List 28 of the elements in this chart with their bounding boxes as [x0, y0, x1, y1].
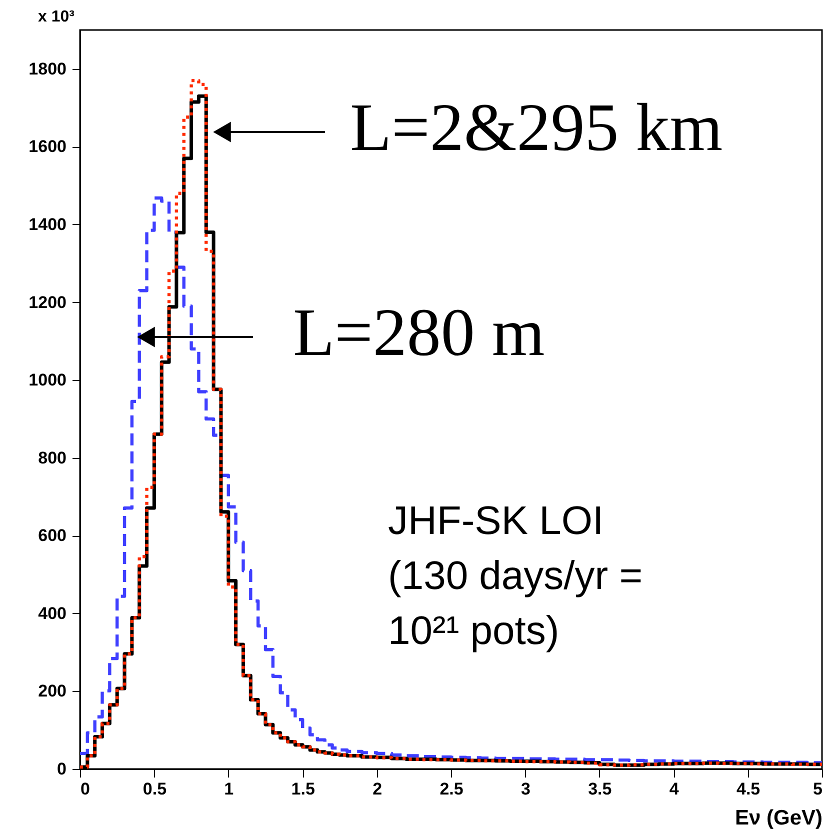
- x-tick-label: 2.5: [440, 780, 464, 798]
- x-tick-label: 5: [813, 780, 822, 798]
- x-axis-title: Eν (GeV): [734, 806, 822, 830]
- y-tick-label: 400: [38, 604, 66, 623]
- y-tick-label: 1000: [28, 370, 66, 390]
- y-tick-label: 800: [38, 448, 66, 468]
- x-tick-label: 0.5: [142, 780, 167, 798]
- y-tick-label: 0: [57, 760, 66, 778]
- x-tick-label: 1.5: [291, 780, 315, 798]
- x-tick-label: 3: [520, 780, 530, 798]
- y-tick-label: 200: [38, 682, 66, 701]
- x-tick-label: 4: [669, 780, 680, 798]
- x-tick-label: 2: [372, 780, 382, 798]
- x-tick-label: 4.5: [736, 780, 760, 798]
- y-axis-title: x 10³: [38, 8, 74, 26]
- annotation: L=2&295 km: [350, 89, 723, 165]
- annotation: L=280 m: [293, 294, 545, 370]
- y-tick-label: 1600: [28, 137, 66, 156]
- x-tick-label: 1: [224, 780, 234, 798]
- annotation: JHF-SK LOI: [388, 499, 604, 543]
- y-tick-label: 1800: [28, 59, 66, 78]
- y-tick-label: 1400: [28, 214, 66, 234]
- annotation: (130 days/yr =: [388, 554, 643, 598]
- y-tick-label: 1200: [28, 292, 66, 312]
- x-tick-label: 3.5: [588, 780, 612, 798]
- y-tick-label: 600: [38, 526, 66, 546]
- x-tick-label: 0: [80, 780, 90, 798]
- annotation: 10²¹ pots): [388, 609, 560, 653]
